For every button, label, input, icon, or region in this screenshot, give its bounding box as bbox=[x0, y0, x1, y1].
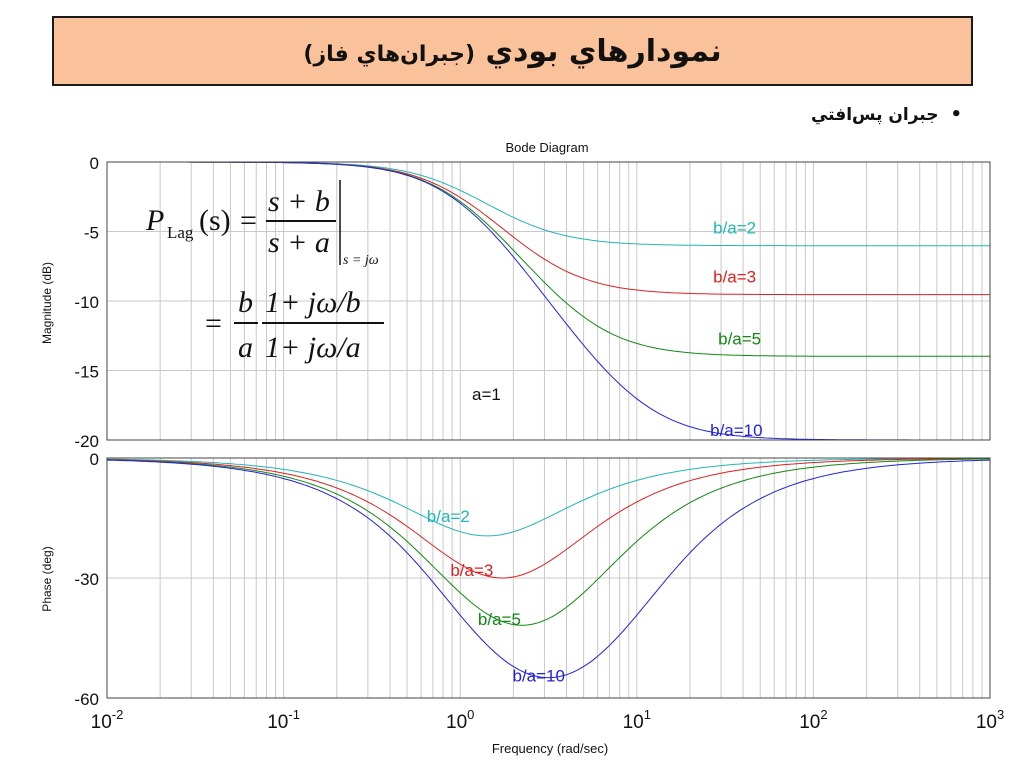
formula-b: b bbox=[238, 286, 253, 319]
phase-tick-label: -30 bbox=[74, 570, 99, 589]
phase-curve-4 bbox=[106, 459, 991, 679]
bullet-item: • جبران پس‌افتي bbox=[811, 104, 962, 125]
phase-axis-label: Phase (deg) bbox=[40, 546, 54, 611]
formula-eval: s = jω bbox=[343, 253, 379, 268]
phase-series-label: b/a=10 bbox=[513, 667, 565, 686]
magnitude-curve-3 bbox=[107, 161, 990, 357]
x-tick-label: 103 bbox=[976, 707, 1004, 733]
magnitude-series-label: b/a=10 bbox=[710, 421, 762, 440]
formula-eq1: = bbox=[240, 204, 257, 237]
formula-num2: 1+ jω/b bbox=[265, 286, 361, 319]
formula-num1: s + b bbox=[268, 185, 330, 218]
magnitude-series-label: b/a=2 bbox=[713, 219, 756, 238]
phase-curve-3 bbox=[106, 458, 991, 626]
formula-p: P bbox=[145, 204, 164, 237]
phase-series-label: b/a=3 bbox=[450, 561, 493, 580]
phase-curve-2 bbox=[106, 458, 990, 579]
bullet-text: جبران پس‌افتي bbox=[810, 104, 939, 125]
formula-a: a bbox=[238, 331, 253, 364]
chart-title: Bode Diagram bbox=[505, 140, 588, 155]
phase-tick-label: 0 bbox=[90, 450, 99, 469]
x-tick-label: 100 bbox=[446, 707, 474, 733]
formula-arg: (s) bbox=[199, 204, 231, 237]
phase-series-label: b/a=2 bbox=[427, 507, 470, 526]
magnitude-tick-label: -20 bbox=[74, 432, 99, 451]
magnitude-axis-label: Magnitude (dB) bbox=[40, 262, 54, 344]
formula-sub: Lag bbox=[167, 223, 194, 242]
phase-panel-frame bbox=[106, 457, 991, 699]
x-tick-label: 10-1 bbox=[267, 707, 300, 733]
x-tick-label: 101 bbox=[623, 707, 651, 733]
x-tick-label: 10-2 bbox=[91, 707, 124, 733]
slide-title-sub: (جبران‌هاي فاز) bbox=[303, 41, 476, 67]
formula-eq2: = bbox=[205, 307, 222, 340]
phase-series-label: b/a=5 bbox=[478, 610, 521, 629]
magnitude-series-label: b/a=3 bbox=[713, 268, 756, 287]
lag-formula: P Lag (s) = s + b s + a s = jω = b a 1+ … bbox=[145, 180, 384, 364]
magnitude-series-label: b/a=5 bbox=[718, 329, 761, 348]
bullet-dot-icon: • bbox=[950, 104, 962, 125]
a-annotation: a=1 bbox=[472, 385, 501, 404]
formula-den1: s + a bbox=[268, 226, 330, 259]
phase-tick-label: -60 bbox=[74, 690, 99, 709]
magnitude-tick-label: -10 bbox=[74, 293, 99, 312]
x-axis-label: Frequency (rad/sec) bbox=[492, 741, 608, 756]
magnitude-tick-label: -5 bbox=[84, 224, 99, 243]
magnitude-tick-label: -15 bbox=[74, 363, 99, 382]
slide-title: نمودارهاي بودي (جبران‌هاي فاز) bbox=[303, 34, 721, 69]
magnitude-tick-label: 0 bbox=[90, 154, 99, 173]
title-banner: نمودارهاي بودي (جبران‌هاي فاز) bbox=[52, 16, 973, 86]
slide-title-main: نمودارهاي بودي bbox=[485, 33, 722, 69]
formula-den2: 1+ jω/a bbox=[265, 331, 361, 364]
x-tick-label: 102 bbox=[799, 707, 827, 733]
phase-curve-1 bbox=[106, 457, 990, 537]
magnitude-panel-frame bbox=[106, 161, 991, 441]
